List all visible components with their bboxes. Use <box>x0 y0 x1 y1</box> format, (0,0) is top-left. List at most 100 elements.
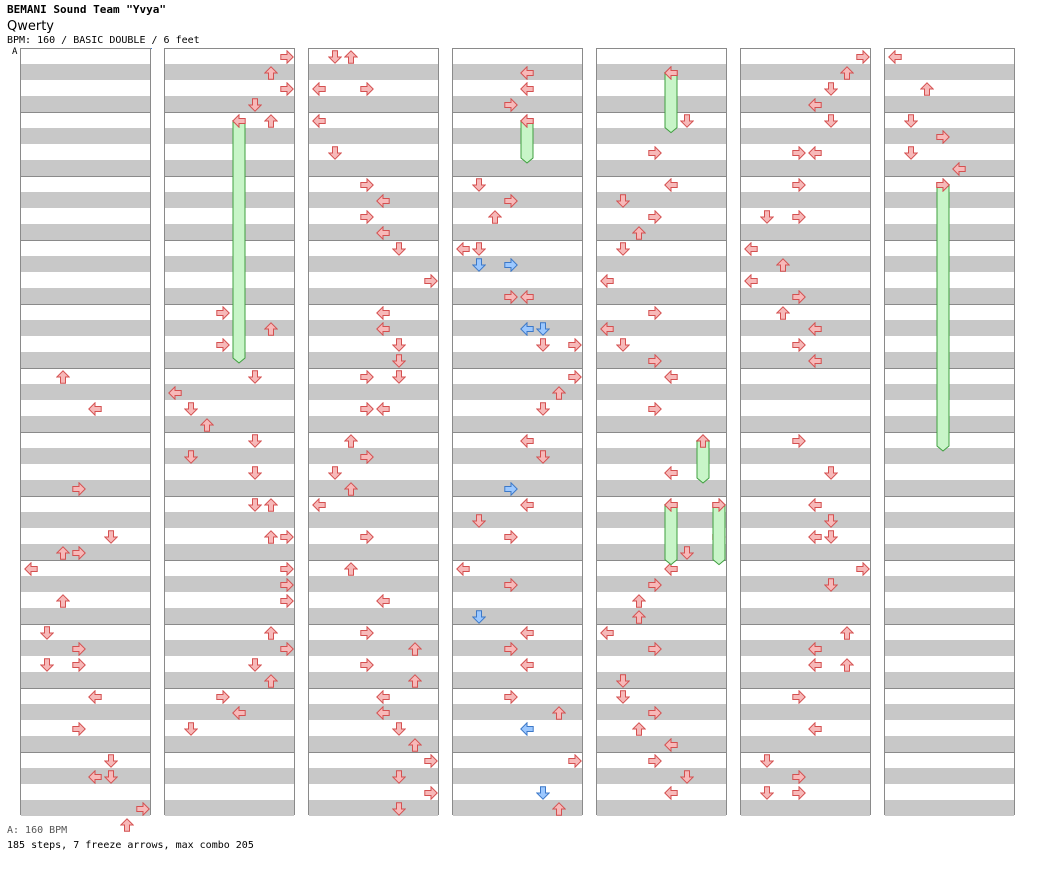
measure-line <box>309 176 438 177</box>
beat-band <box>597 224 726 240</box>
up-arrow-icon <box>487 209 503 224</box>
up-arrow-icon <box>55 593 71 608</box>
up-arrow-icon <box>343 49 359 64</box>
up-arrow-icon <box>551 801 567 816</box>
beat-band <box>885 800 1014 816</box>
measure-line <box>309 368 438 369</box>
right-arrow-icon <box>504 641 518 657</box>
left-arrow-icon <box>664 465 678 481</box>
right-arrow-icon <box>792 337 806 353</box>
right-arrow-icon <box>360 625 374 641</box>
beat-band <box>597 288 726 304</box>
beat-band <box>453 384 582 400</box>
beat-band <box>885 64 1014 80</box>
down-arrow-icon <box>823 529 839 544</box>
beat-band <box>453 128 582 144</box>
beat-band <box>21 64 150 80</box>
beat-band <box>453 800 582 816</box>
left-arrow-icon <box>456 241 470 257</box>
measure-line <box>741 304 870 305</box>
right-arrow-icon <box>648 577 662 593</box>
left-arrow-icon <box>24 561 38 577</box>
measure-line <box>21 176 150 177</box>
beat-band <box>165 800 294 816</box>
measure-line <box>309 240 438 241</box>
beat-band <box>597 672 726 688</box>
right-arrow-icon <box>856 561 870 577</box>
left-arrow-icon <box>744 241 758 257</box>
beat-band <box>21 128 150 144</box>
beat-band <box>741 384 870 400</box>
left-arrow-icon <box>376 305 390 321</box>
right-arrow-icon <box>360 529 374 545</box>
right-arrow-icon <box>504 97 518 113</box>
right-arrow-icon <box>504 529 518 545</box>
left-arrow-icon <box>808 641 822 657</box>
left-arrow-icon <box>664 737 678 753</box>
measure-line <box>309 496 438 497</box>
beat-band <box>597 416 726 432</box>
beat-band <box>741 320 870 336</box>
down-arrow-icon <box>247 433 263 448</box>
right-arrow-icon <box>504 577 518 593</box>
right-arrow-icon <box>792 177 806 193</box>
right-arrow-icon <box>72 657 86 673</box>
beat-band <box>453 704 582 720</box>
left-arrow-icon <box>88 689 102 705</box>
beat-band <box>453 288 582 304</box>
down-arrow-icon <box>759 785 775 800</box>
beat-band <box>597 608 726 624</box>
measure-line <box>741 112 870 113</box>
down-arrow-icon <box>391 353 407 368</box>
beat-band <box>741 768 870 784</box>
right-arrow-icon <box>136 801 150 817</box>
beat-band <box>741 512 870 528</box>
measure-line <box>453 432 582 433</box>
measure-line <box>597 304 726 305</box>
beat-band <box>885 640 1014 656</box>
beat-band <box>597 320 726 336</box>
beat-band <box>309 320 438 336</box>
down-arrow-icon <box>103 753 119 768</box>
beat-band <box>165 640 294 656</box>
right-arrow-icon <box>856 49 870 65</box>
down-arrow-icon <box>903 145 919 160</box>
beat-band <box>309 608 438 624</box>
down-arrow-icon <box>615 689 631 704</box>
right-arrow-icon <box>360 449 374 465</box>
artist-title: BEMANI Sound Team "Yvya" <box>7 3 166 16</box>
measure-line <box>309 688 438 689</box>
beat-band <box>309 672 438 688</box>
left-arrow-icon <box>808 145 822 161</box>
measure-line <box>597 688 726 689</box>
beat-band <box>741 704 870 720</box>
down-arrow-icon <box>103 769 119 784</box>
left-arrow-icon <box>312 81 326 97</box>
beat-band <box>741 608 870 624</box>
left-arrow-icon <box>520 721 534 737</box>
beat-band <box>165 256 294 272</box>
up-arrow-icon <box>631 225 647 240</box>
beat-band <box>597 576 726 592</box>
down-arrow-icon <box>615 337 631 352</box>
beat-band <box>885 512 1014 528</box>
measure-line <box>309 304 438 305</box>
left-arrow-icon <box>520 625 534 641</box>
beat-band <box>309 544 438 560</box>
left-arrow-icon <box>600 273 614 289</box>
right-arrow-icon <box>280 81 294 97</box>
measure-line <box>453 176 582 177</box>
beat-band <box>453 320 582 336</box>
right-arrow-icon <box>280 593 294 609</box>
right-arrow-icon <box>72 721 86 737</box>
up-arrow-icon <box>631 609 647 624</box>
up-arrow-icon <box>919 81 935 96</box>
measure-line <box>597 624 726 625</box>
left-arrow-icon <box>520 321 534 337</box>
beat-band <box>309 288 438 304</box>
beat-band <box>21 256 150 272</box>
beat-band <box>597 64 726 80</box>
beat-band <box>741 736 870 752</box>
right-arrow-icon <box>648 353 662 369</box>
beat-band <box>597 96 726 112</box>
